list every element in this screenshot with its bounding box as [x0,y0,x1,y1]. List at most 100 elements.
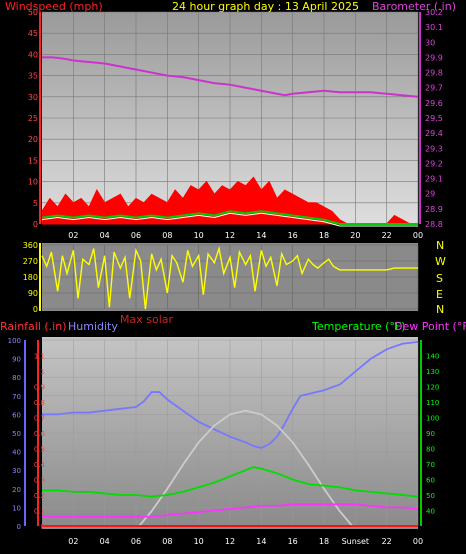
x-tick-label: 06 [131,537,141,546]
direction-tick-label: 270 [23,257,38,266]
left-tick-label: 45 [28,29,38,38]
left-tick-label: 50 [28,8,38,17]
direction-tick-label: 0 [33,305,38,314]
x-tick-label: 08 [162,537,172,546]
humidity-tick-label: 60 [12,411,21,419]
temperature-f-line [42,466,419,498]
x-tick-label: 04 [100,537,110,546]
x-tick-label: 02 [68,537,78,546]
right-tick-label: 29.9 [425,53,443,62]
x-tick-label: 22 [382,537,392,546]
direction-label: E [436,288,443,301]
x-tick-label: 14 [256,537,266,546]
humidity-line [42,340,419,449]
rainfall-tick-label: 0.8 [34,399,45,407]
x-tick-label: 16 [288,231,298,240]
rainfall-tick-label: 0.1 [34,508,45,516]
humidity-tick-label: 20 [12,486,21,494]
temperature-tick-label: 140 [426,353,439,361]
wind-average-line [41,210,418,225]
rainfall-tick-label: 1.1 [34,353,45,361]
x-tick-label: 14 [256,231,266,240]
x-tick-label: Sunset [342,537,369,546]
direction-tick-label: 90 [28,289,38,298]
legend-rainfall: Rainfall (.in) [0,320,67,333]
legend-temperature: Temperature (°F) [311,320,406,333]
rainfall-tick-label: 0.9 [34,384,45,392]
right-tick-label: 29.3 [425,144,443,153]
x-tick-label: 04 [100,231,110,240]
left-tick-label: 40 [28,50,38,59]
humidity-tick-label: 40 [12,449,21,457]
right-tick-label: 29 [425,190,435,199]
right-tick-label: 29.5 [425,114,443,123]
right-tick-label: 29.2 [425,159,443,168]
temperature-tick-label: 130 [426,368,439,376]
right-tick-label: 28.8 [425,220,443,229]
humidity-tick-label: 70 [12,393,21,401]
rainfall-tick-label: 1 [41,368,45,376]
humidity-tick-label: 10 [12,504,21,512]
temperature-tick-label: 50 [426,492,435,500]
x-tick-label: 06 [131,231,141,240]
left-tick-label: 0 [33,220,38,229]
direction-tick-label: 360 [23,241,38,250]
humidity-tick-label: 90 [12,356,21,364]
temperature-tick-label: 40 [426,508,435,516]
left-tick-label: 30 [28,93,38,102]
dew-point-f-line [42,503,419,518]
left-tick-label: 35 [28,72,38,81]
rainfall-tick-label: 0 [41,523,45,531]
rainfall-tick-label: 0.5 [34,446,45,454]
right-tick-label: 29.6 [425,99,443,108]
left-tick-label: 15 [28,156,38,165]
rainfall-tick-label: 0.2 [34,492,45,500]
x-tick-label: 02 [68,231,78,240]
rainfall-tick-label: 0.7 [34,415,45,423]
x-tick-label: 00 [413,537,423,546]
x-tick-label: 18 [319,231,329,240]
x-tick-label: 10 [194,231,204,240]
left-tick-label: 25 [28,114,38,123]
temperature-tick-label: 110 [426,399,439,407]
chart-title: 24 hour graph day : 13 April 2025 [172,0,359,13]
x-tick-label: 16 [288,537,298,546]
x-tick-label: 00 [413,231,423,240]
humidity-tick-label: 30 [12,467,21,475]
temperature-tick-label: 80 [426,446,435,454]
direction-label: N [436,239,444,252]
left-axis-label: Windspeed (mph) [5,0,103,13]
wind-lull-line [41,212,418,227]
legend-max-solar: Max solar [120,313,173,326]
right-tick-label: 30.2 [425,8,443,17]
direction-label: N [436,303,444,316]
humidity-tick-label: 0 [17,523,21,531]
humidity-tick-label: 80 [12,374,21,382]
direction-tick-label: 180 [23,273,38,282]
right-tick-label: 29.8 [425,69,443,78]
x-tick-label: 12 [225,537,235,546]
right-tick-label: 29.7 [425,84,443,93]
rainfall-tick-label: 0.6 [34,430,46,438]
wind-direction-line [41,245,418,310]
temperature-tick-label: 120 [426,384,439,392]
x-tick-label: 08 [162,231,172,240]
temperature-tick-label: 70 [426,461,435,469]
humidity-tick-label: 100 [8,337,21,345]
right-tick-label: 29.4 [425,129,443,138]
rainfall-tick-label: 0.3 [34,477,45,485]
humidity-tick-label: 50 [12,430,21,438]
legend-dew-point: Dew Point (°F) [394,320,466,333]
right-tick-label: 30 [425,38,435,47]
right-axis-label: Barometer (.in) [372,0,456,13]
x-tick-label: 12 [225,231,235,240]
right-tick-label: 30.1 [425,23,443,32]
temperature-tick-label: 100 [426,415,439,423]
right-tick-label: 29.1 [425,175,443,184]
temperature-tick-label: 60 [426,477,435,485]
barometer-line [42,56,419,98]
right-tick-label: 28.9 [425,205,443,214]
x-tick-label: 20 [350,231,360,240]
